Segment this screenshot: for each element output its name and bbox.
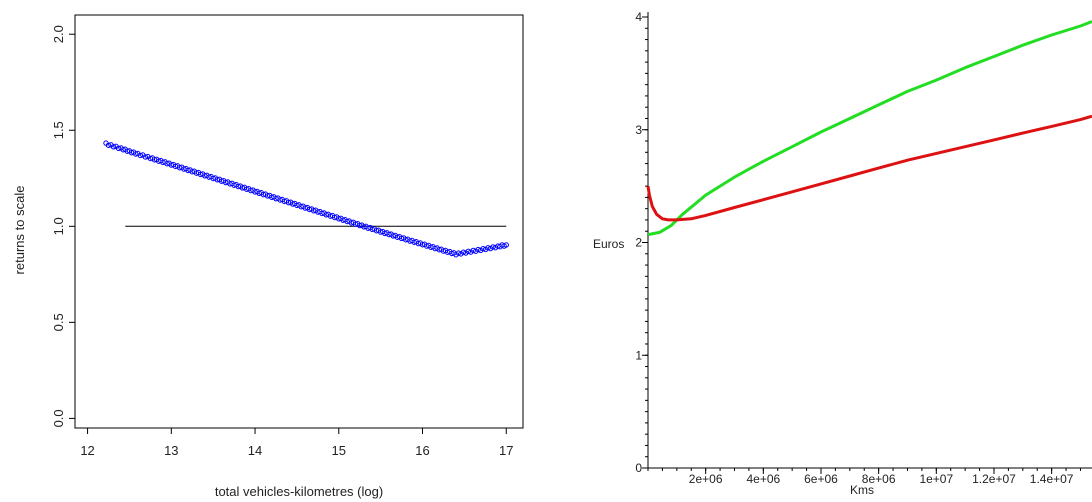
data-point [485, 245, 491, 251]
left-y-tick-label: 2.0 [51, 25, 66, 43]
right-x-tick-label: 1.4e+07 [1030, 472, 1074, 486]
right-x-tick-label: 1.2e+07 [972, 472, 1016, 486]
right-y-axis: 0 1 2 3 4 [635, 10, 648, 475]
left-y-axis: 0.0 0.5 1.0 1.5 2.0 [51, 25, 75, 427]
right-chart: 2e+06 4e+06 6e+06 8e+06 1e+07 1.2e+07 1.4e+07 … [593, 10, 1092, 497]
data-point [465, 248, 472, 255]
left-x-tick-label: 16 [415, 443, 429, 458]
data-point [490, 244, 496, 250]
left-x-tick-label: 14 [248, 443, 262, 458]
left-x-axis: 12 13 14 15 16 17 [80, 428, 513, 458]
right-minor-ticks [645, 16, 1081, 471]
data-point [142, 154, 149, 160]
green-series-line [647, 20, 1092, 237]
data-point [105, 142, 112, 148]
left-plot-frame [74, 14, 524, 429]
right-x-tick-label: 4e+06 [746, 472, 780, 486]
right-series-lines [646, 20, 1092, 237]
data-point [115, 145, 122, 152]
left-data-points [103, 140, 509, 258]
right-y-tick-label: 4 [635, 10, 642, 24]
left-y-tick-label: 0.0 [51, 409, 66, 427]
data-point [455, 250, 462, 256]
right-y-axis-title: Euros [593, 237, 624, 251]
left-chart: 12 13 14 15 16 17 0.0 0.5 1.0 1.5 2.0 total vehic… [12, 14, 524, 499]
right-x-tick-label: 1e+07 [919, 472, 953, 486]
red-series-line [646, 114, 1092, 222]
data-point [110, 144, 117, 150]
right-x-axis: 2e+06 4e+06 6e+06 8e+06 1e+07 1.2e+07 1.4e+07 [689, 468, 1074, 486]
data-point [470, 247, 476, 254]
right-x-tick-label: 6e+06 [804, 472, 838, 486]
left-x-tick-label: 13 [164, 443, 178, 458]
data-point [137, 152, 144, 159]
right-x-tick-label: 8e+06 [862, 472, 896, 486]
right-y-tick-label: 2 [635, 236, 642, 250]
data-point [480, 246, 486, 252]
data-point [475, 246, 481, 253]
right-y-tick-label: 3 [635, 123, 642, 137]
right-y-tick-label: 1 [635, 348, 642, 362]
left-x-tick-label: 12 [80, 443, 94, 458]
right-x-axis-title: Kms [850, 483, 874, 497]
right-y-tick-label: 0 [635, 461, 642, 475]
right-x-tick-label: 2e+06 [689, 472, 723, 486]
left-y-tick-label: 1.0 [51, 217, 66, 235]
left-x-tick-label: 17 [499, 443, 513, 458]
left-x-tick-label: 15 [332, 443, 346, 458]
left-y-tick-label: 0.5 [51, 313, 66, 331]
data-point [503, 242, 509, 248]
left-y-tick-label: 1.5 [51, 121, 66, 139]
left-y-axis-title: returns to scale [12, 186, 27, 275]
left-x-axis-title: total vehicles-kilometres (log) [215, 484, 383, 499]
data-point [460, 249, 467, 255]
